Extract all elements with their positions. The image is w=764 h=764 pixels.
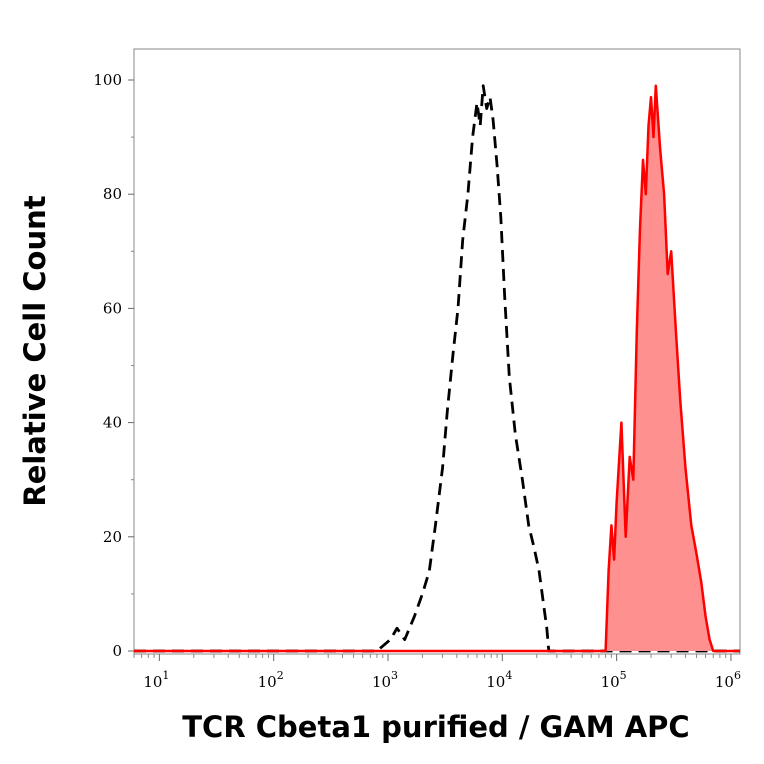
y-tick-label: 40 bbox=[103, 414, 122, 432]
series-1-fill bbox=[134, 85, 740, 651]
y-tick-label: 80 bbox=[103, 185, 122, 203]
x-axis: 101 102 103 104 105 106 bbox=[133, 654, 741, 691]
x-tick-label: 103 bbox=[372, 669, 398, 691]
series-1-line bbox=[134, 84, 740, 653]
plot-frame bbox=[133, 48, 741, 655]
y-tick-label: 60 bbox=[103, 299, 122, 317]
x-tick-label: 101 bbox=[143, 669, 169, 691]
series-layer bbox=[134, 84, 740, 653]
x-tick-label: 102 bbox=[258, 669, 284, 691]
series-0-line bbox=[134, 84, 740, 653]
y-tick-label: 0 bbox=[112, 642, 122, 660]
y-tick-label: 20 bbox=[103, 528, 122, 546]
x-tick-label: 105 bbox=[601, 669, 627, 691]
y-axis: 0 20 40 60 80 100 bbox=[93, 71, 134, 660]
y-tick-label: 100 bbox=[93, 71, 122, 89]
x-tick-label: 106 bbox=[715, 669, 741, 691]
x-tick-label: 104 bbox=[486, 669, 512, 691]
y-axis-title: Relative Cell Count bbox=[18, 195, 52, 506]
x-axis-title: TCR Cbeta1 purified / GAM APC bbox=[182, 710, 689, 744]
